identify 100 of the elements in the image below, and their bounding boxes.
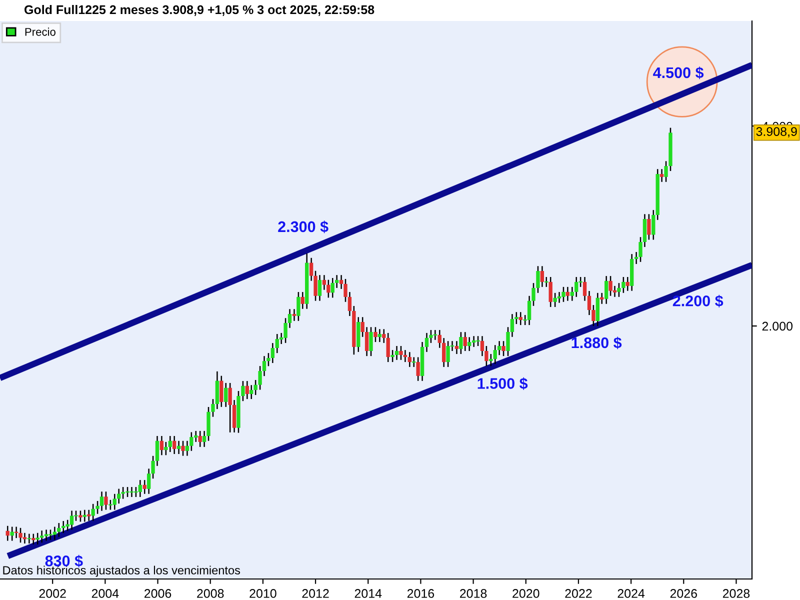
x-tick-label: 2012 xyxy=(302,589,329,598)
candlestick xyxy=(215,371,220,410)
candlestick xyxy=(82,510,87,522)
candlestick xyxy=(660,169,664,182)
y-tick-label: 2.000 xyxy=(762,322,793,331)
annotation: 2.300 $ xyxy=(278,220,328,234)
candlestick xyxy=(44,530,48,541)
candlestick xyxy=(566,286,570,301)
candlestick xyxy=(382,329,386,343)
candlestick xyxy=(378,329,382,342)
candlestick xyxy=(18,528,22,543)
candlestick xyxy=(536,266,540,293)
candlestick xyxy=(562,286,566,302)
candlestick xyxy=(403,350,408,362)
candlestick xyxy=(574,277,578,297)
annotation: 1.500 $ xyxy=(478,377,528,390)
x-tick-label: 2010 xyxy=(250,589,276,598)
annotation: 2.200 $ xyxy=(672,294,724,308)
candlestick xyxy=(322,275,326,290)
candlestick xyxy=(330,278,334,298)
x-tick-label: 2022 xyxy=(565,589,592,598)
candlestick xyxy=(408,352,412,367)
x-tick-label: 2016 xyxy=(407,589,434,598)
candlestick xyxy=(181,440,185,456)
candlestick xyxy=(553,292,557,307)
candlestick xyxy=(399,346,403,360)
candlestick xyxy=(493,345,497,364)
candlestick xyxy=(36,532,40,544)
candlestick xyxy=(160,436,164,456)
candlestick xyxy=(459,332,463,354)
candlestick xyxy=(664,161,668,182)
chart-title: Gold Full1225 2 meses 3.908,9 +1,05 % 3 oct 2025, 22:59:58 xyxy=(24,4,374,16)
candlestick xyxy=(582,277,587,301)
x-tick-label: 2002 xyxy=(39,589,66,598)
candlestick xyxy=(241,381,245,402)
candlestick xyxy=(292,309,296,321)
candlestick xyxy=(622,277,626,293)
candlestick xyxy=(250,385,254,400)
candlestick xyxy=(185,440,190,456)
candlestick xyxy=(652,210,656,240)
candlestick xyxy=(617,283,621,297)
candlestick xyxy=(502,341,506,356)
candlestick xyxy=(87,510,91,521)
candlestick xyxy=(390,350,394,362)
x-tick-label: 2020 xyxy=(512,589,540,598)
candlestick xyxy=(489,354,493,366)
candlestick xyxy=(172,436,176,454)
candlestick xyxy=(647,214,651,240)
candlestick xyxy=(168,436,172,452)
candlestick xyxy=(176,440,181,454)
candlestick xyxy=(228,382,232,432)
candlestick xyxy=(78,510,82,522)
candlestick xyxy=(394,346,399,360)
x-tick-label: 2008 xyxy=(197,589,224,598)
x-tick-label: 2004 xyxy=(92,589,119,598)
candlestick xyxy=(424,332,429,352)
candlestick xyxy=(91,504,95,521)
legend-label: Precio xyxy=(25,28,56,36)
candlestick xyxy=(224,382,228,407)
candlestick xyxy=(540,266,544,287)
candlestick xyxy=(369,327,373,356)
candlestick xyxy=(275,334,279,354)
candlestick xyxy=(22,532,27,544)
candlestick xyxy=(32,534,36,544)
annotation: 1.880 $ xyxy=(572,336,622,350)
candlestick xyxy=(454,341,459,354)
x-tick-label: 2014 xyxy=(354,589,382,598)
candlestick xyxy=(300,292,304,309)
candlestick xyxy=(6,526,10,541)
x-tick-label: 2026 xyxy=(670,589,697,598)
candlestick xyxy=(468,337,472,351)
candlestick xyxy=(604,276,608,304)
candlestick xyxy=(198,430,202,447)
annotation: Datos históricos ajustados a los vencimientos xyxy=(3,566,240,577)
candlestick xyxy=(70,510,74,530)
candlestick xyxy=(40,530,44,543)
candlestick xyxy=(142,480,146,494)
candlestick xyxy=(626,277,630,291)
candlestick xyxy=(245,381,249,400)
candlestick xyxy=(220,376,224,407)
x-tick-label: 2028 xyxy=(722,589,750,598)
candlestick xyxy=(608,276,612,296)
candlestick xyxy=(416,357,420,381)
candlestick xyxy=(557,292,562,303)
x-tick-label: 2024 xyxy=(618,589,645,598)
candlestick xyxy=(463,332,467,351)
candlestick xyxy=(296,292,300,321)
candlestick xyxy=(104,492,108,510)
candlestick xyxy=(497,341,502,356)
candlestick xyxy=(254,380,258,395)
candlestick xyxy=(386,332,390,362)
candlestick xyxy=(548,277,552,307)
candlestick xyxy=(446,341,450,367)
candlestick xyxy=(596,292,600,326)
candlestick xyxy=(374,327,378,342)
candlestick xyxy=(100,492,104,511)
candlestick xyxy=(138,480,142,497)
annotation: 4.500 $ xyxy=(653,66,704,80)
annotation: 830 $ xyxy=(45,554,83,568)
x-tick-label: 2006 xyxy=(144,589,172,598)
